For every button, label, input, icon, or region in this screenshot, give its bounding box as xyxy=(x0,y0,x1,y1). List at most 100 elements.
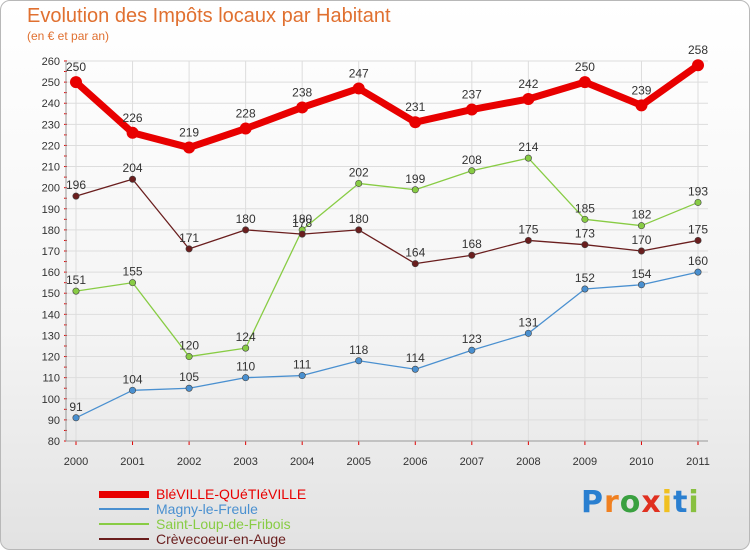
data-point xyxy=(581,215,589,223)
data-point xyxy=(637,281,645,289)
data-point xyxy=(355,179,363,187)
data-point xyxy=(298,372,306,380)
data-label: 180 xyxy=(236,212,256,226)
y-tick-label: 180 xyxy=(42,225,60,237)
data-label: 208 xyxy=(462,153,482,167)
data-point xyxy=(578,76,591,89)
data-point xyxy=(242,226,250,234)
y-tick-label: 230 xyxy=(42,119,60,131)
data-label: 237 xyxy=(462,88,482,102)
data-point xyxy=(524,154,532,162)
y-tick-label: 220 xyxy=(42,140,60,152)
data-point xyxy=(72,287,80,295)
legend-swatch xyxy=(99,490,149,498)
data-label: 104 xyxy=(123,372,143,386)
logo-letter: i xyxy=(661,485,674,520)
data-point xyxy=(242,344,250,352)
data-point xyxy=(411,260,419,268)
y-tick-label: 80 xyxy=(48,436,60,448)
x-tick-label: 2010 xyxy=(629,456,653,468)
data-label: 151 xyxy=(66,273,86,287)
data-point xyxy=(522,93,535,105)
data-point xyxy=(409,116,422,129)
y-tick-label: 150 xyxy=(42,288,60,300)
series-line xyxy=(75,271,699,419)
data-point xyxy=(70,76,82,89)
data-point xyxy=(352,82,365,95)
data-label: 258 xyxy=(688,43,708,57)
data-point xyxy=(694,268,702,276)
x-tick-label: 2006 xyxy=(403,456,427,468)
data-point xyxy=(129,175,137,183)
data-point xyxy=(465,103,478,116)
y-tick-label: 170 xyxy=(42,246,60,258)
data-point xyxy=(524,236,532,244)
legend-swatch xyxy=(99,523,149,525)
data-point xyxy=(581,241,589,249)
legend-label: Magny-le-Freule xyxy=(156,501,258,517)
grid-lines xyxy=(66,60,708,442)
data-labels: 91 104 105 110 111 118 114 123 131 152 154 160 151 15… xyxy=(66,43,708,414)
data-label: 114 xyxy=(406,351,425,365)
data-label: 204 xyxy=(123,161,143,175)
data-point xyxy=(129,386,137,394)
data-point xyxy=(635,99,648,112)
y-tick-label: 100 xyxy=(42,394,60,406)
logo-letter: o xyxy=(619,485,642,520)
axes: 8090100110120130140150160170180190200210… xyxy=(42,56,710,468)
data-point xyxy=(72,414,80,422)
data-label: 175 xyxy=(518,222,538,236)
chart-subtitle: (en € et par an) xyxy=(27,29,110,43)
data-point xyxy=(355,226,363,234)
data-label: 196 xyxy=(66,178,86,192)
legend-label: BléVILLE-QUéTIéVILLE xyxy=(156,486,307,502)
x-tick-label: 2000 xyxy=(64,456,88,468)
data-point xyxy=(468,251,476,259)
proxiti-logo: Proxiti xyxy=(581,485,700,520)
data-label: 175 xyxy=(688,222,708,236)
data-point xyxy=(524,329,532,337)
data-point xyxy=(468,167,476,175)
data-point xyxy=(692,59,704,72)
data-label: 131 xyxy=(518,315,538,329)
series-line xyxy=(75,157,699,358)
data-point xyxy=(411,365,419,373)
legend-label: Saint-Loup-de-Fribois xyxy=(156,516,291,532)
data-point xyxy=(694,198,702,206)
legend-swatch xyxy=(99,538,149,540)
legend-item: Saint-Loup-de-Fribois xyxy=(99,516,359,532)
data-label: 231 xyxy=(405,100,425,114)
data-label: 250 xyxy=(66,60,86,74)
y-tick-label: 160 xyxy=(42,267,60,279)
data-point xyxy=(183,141,196,154)
data-label: 219 xyxy=(179,126,199,140)
y-tick-label: 110 xyxy=(42,373,60,385)
legend-item: Magny-le-Freule xyxy=(99,501,359,517)
data-point xyxy=(581,285,589,293)
legend-swatch xyxy=(99,508,149,510)
data-label: 228 xyxy=(236,107,256,121)
logo-letter: r xyxy=(604,485,620,520)
data-point xyxy=(411,186,419,194)
series-line xyxy=(73,62,701,152)
x-tick-label: 2011 xyxy=(686,456,710,468)
logo-letter: P xyxy=(581,485,604,520)
data-label: 214 xyxy=(518,140,538,154)
logo-letter: x xyxy=(641,485,662,520)
data-label: 155 xyxy=(123,265,143,279)
data-label: 123 xyxy=(462,332,482,346)
data-point xyxy=(72,192,80,200)
chart-title: Evolution des Impôts locaux par Habitant xyxy=(27,5,391,27)
x-tick-label: 2001 xyxy=(120,456,144,468)
y-tick-label: 120 xyxy=(42,352,60,364)
data-point xyxy=(637,247,645,255)
data-label: 110 xyxy=(236,360,255,374)
logo-letter: t xyxy=(673,485,689,520)
data-label: 160 xyxy=(688,254,708,268)
series-lines xyxy=(73,62,701,419)
x-tick-label: 2005 xyxy=(346,456,370,468)
data-point xyxy=(468,346,476,354)
data-point xyxy=(185,245,193,253)
data-point xyxy=(637,222,645,230)
